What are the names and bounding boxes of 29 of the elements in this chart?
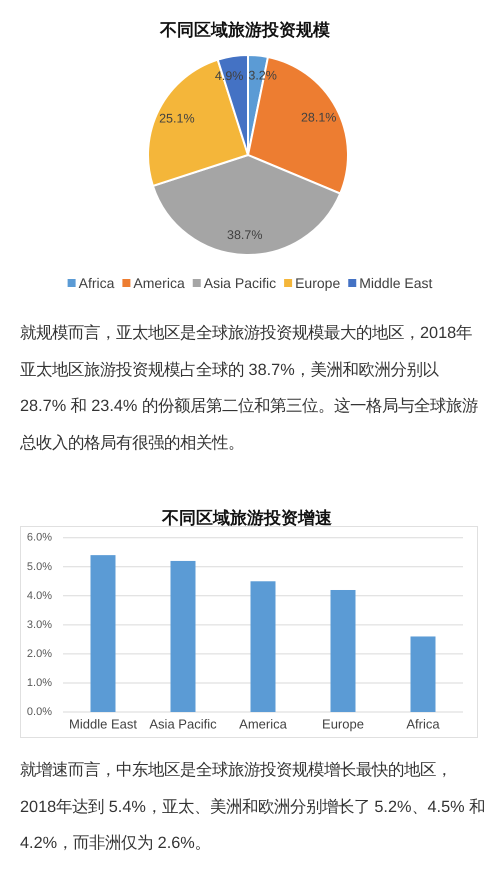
y-tick-label: 3.0% xyxy=(26,618,52,631)
legend-label: Europe xyxy=(295,275,340,291)
y-tick-label: 2.0% xyxy=(26,648,52,660)
chart-title: 不同区域旅游投资增速 xyxy=(161,508,332,528)
chart-title: 不同区域旅游投资规模 xyxy=(159,20,330,40)
x-tick-label: America xyxy=(239,716,288,732)
data-label: 38.7% xyxy=(227,228,262,242)
y-tick-label: 1.0% xyxy=(26,676,52,689)
y-tick-label: 5.0% xyxy=(26,560,52,573)
legend-label: America xyxy=(133,275,185,291)
x-tick-label: Europe xyxy=(322,716,364,732)
bar xyxy=(330,590,356,712)
y-tick-label: 6.0% xyxy=(26,532,52,544)
y-tick-label: 0.0% xyxy=(26,706,52,718)
bar xyxy=(90,555,116,712)
bar xyxy=(410,636,436,712)
bar xyxy=(170,560,196,712)
data-label: 25.1% xyxy=(159,111,195,126)
x-tick-label: Africa xyxy=(406,716,440,732)
x-tick-label: Middle East xyxy=(69,716,138,732)
text: 就规模而言，亚太地区是全球旅游投资规模最大的地区，2018年亚太地区旅游投资规模占全球的 38.7%，美洲和欧洲分别以 28.7% 和 23.4% 的份额居第二位和第三位。这一格局与全球旅游总收入的格局有很强的相关性。 xyxy=(20,323,479,454)
legend-label: Middle East xyxy=(359,275,432,291)
text: 就增速而言，中东地区是全球旅游投资规模增长最快的地区，2018年达到 5.4%，亚太、美洲和欧洲分别增长了 5.2%、4.5% 和 4.2%，而非洲仅为 2.6%。 xyxy=(20,760,486,854)
data-label: 28.1% xyxy=(300,110,336,125)
x-tick-label: Asia Pacific xyxy=(149,716,218,732)
bar xyxy=(250,581,276,712)
y-tick-label: 4.0% xyxy=(26,590,52,602)
legend-label: Asia Pacific xyxy=(204,275,276,291)
legend-label: Africa xyxy=(78,275,115,291)
